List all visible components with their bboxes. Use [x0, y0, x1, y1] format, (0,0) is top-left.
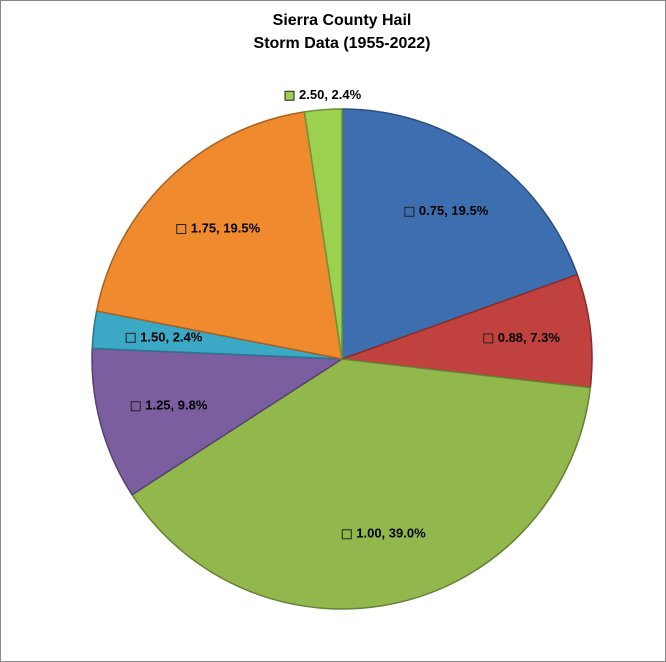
pie-slice: [95, 110, 343, 360]
chart-title: Storm Data (1955-2022): [254, 35, 431, 52]
pie-slice: [341, 273, 593, 389]
label-key: [284, 90, 295, 101]
label-key: [404, 206, 415, 217]
data-label: 1.25, 9.8%: [145, 398, 208, 413]
data-label: 0.75, 19.5%: [419, 203, 489, 218]
label-key: [483, 333, 494, 344]
data-label: 0.88, 7.3%: [498, 330, 561, 345]
pie-slice: [341, 108, 579, 361]
label-key: [176, 224, 187, 235]
data-label: 1.50, 2.4%: [140, 329, 203, 344]
data-label: 1.00, 39.0%: [356, 526, 426, 541]
data-label: 1.75, 19.5%: [191, 220, 261, 235]
label-key: [341, 529, 352, 540]
pie-slice: [303, 108, 343, 360]
data-label: 2.50, 2.4%: [299, 87, 362, 102]
label-key: [125, 332, 136, 343]
label-key: [130, 401, 141, 412]
pie-slice: [91, 347, 345, 496]
chart-title: Sierra County Hail: [273, 12, 412, 29]
